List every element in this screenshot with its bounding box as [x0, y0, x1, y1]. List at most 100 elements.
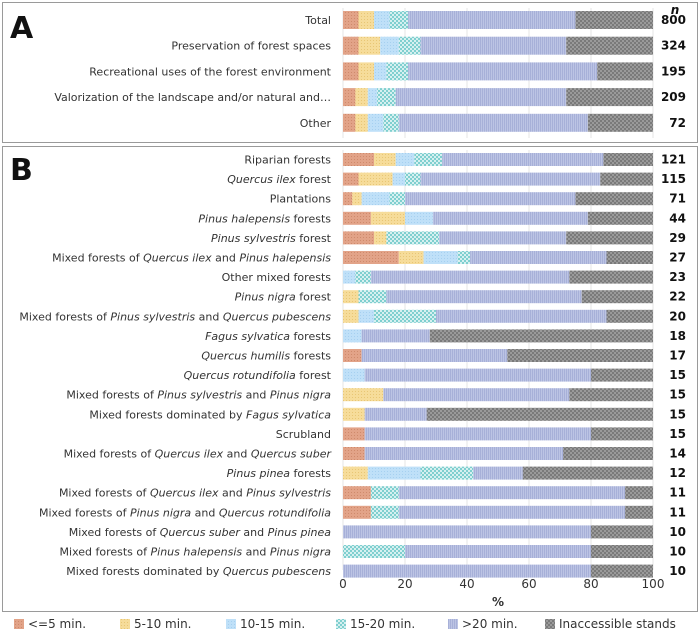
bar-a-2-lt5 — [343, 36, 359, 55]
bar-b-11-lt5 — [343, 349, 362, 362]
bar-a-4-m15_20 — [377, 88, 396, 107]
category-label-b-15: Scrubland — [276, 428, 331, 441]
legend-label-m10_15: 10-15 min. — [240, 617, 305, 631]
bar-b-3-inacc — [575, 192, 653, 206]
n-value-b-22: 10 — [669, 564, 686, 578]
bar-a-4-m10_15 — [367, 88, 378, 107]
bar-b-3-m15_20 — [389, 192, 405, 206]
bar-b-17-m5_10 — [343, 466, 368, 480]
panel-b-letter: B — [10, 153, 33, 188]
category-label-b-1: Riparian forests — [244, 154, 331, 167]
bar-b-13-inacc — [569, 388, 653, 402]
bar-a-1-inacc — [575, 11, 653, 29]
bar-a-2-gt20 — [420, 36, 567, 55]
n-value-b-2: 115 — [661, 172, 686, 186]
bar-a-1-m5_10 — [358, 11, 374, 29]
legend-swatch-lt5 — [14, 619, 24, 629]
bar-a-4-gt20 — [395, 88, 567, 107]
bar-b-2-gt20 — [420, 172, 601, 186]
bar-b-6-inacc — [606, 251, 653, 264]
bars — [343, 11, 653, 578]
bar-b-15-gt20 — [364, 427, 591, 441]
category-label-b-19: Mixed forests of Pinus nigra and Quercus… — [39, 506, 331, 519]
bar-a-5-gt20 — [398, 113, 588, 132]
category-label-b-21: Mixed forests of Pinus halepensis and Pi… — [60, 546, 332, 559]
n-value-b-4: 44 — [669, 211, 686, 225]
n-value-b-21: 10 — [669, 545, 686, 559]
category-label-b-13: Mixed forests of Pinus sylvestris and Pi… — [66, 389, 331, 402]
bar-b-14-inacc — [426, 407, 653, 421]
x-tick-label-20: 20 — [397, 577, 412, 591]
bar-b-4-m10_15 — [405, 211, 433, 225]
category-label-b-6: Mixed forests of Quercus ilex and Pinus … — [52, 252, 331, 265]
bar-b-5-lt5 — [343, 231, 374, 245]
legend-swatch-inacc — [545, 619, 555, 629]
n-value-b-9: 20 — [669, 309, 686, 323]
category-label-b-11: Quercus humilis forests — [201, 350, 331, 363]
bar-b-17-inacc — [522, 466, 653, 480]
bar-b-9-m15_20 — [374, 309, 436, 323]
category-label-b-8: Pinus nigra forest — [235, 291, 332, 304]
bar-b-6-m10_15 — [423, 251, 458, 264]
bar-b-2-m5_10 — [358, 172, 393, 186]
n-value-b-16: 14 — [669, 447, 686, 461]
bar-b-1-inacc — [603, 153, 653, 166]
bar-a-3-inacc — [597, 62, 653, 81]
category-label-a-3: Recreational uses of the forest environm… — [89, 65, 331, 78]
bar-b-5-m5_10 — [374, 231, 387, 245]
bar-b-21-gt20 — [405, 545, 591, 558]
bar-a-1-gt20 — [408, 11, 576, 29]
n-value-a-4: 209 — [661, 90, 686, 104]
bar-a-3-lt5 — [343, 62, 359, 81]
category-label-b-4: Pinus halepensis forests — [198, 212, 331, 225]
category-label-b-9: Mixed forests of Pinus sylvestris and Qu… — [19, 310, 331, 323]
bar-b-19-inacc — [625, 505, 653, 519]
category-label-a-2: Preservation of forest spaces — [171, 40, 331, 53]
bar-b-1-gt20 — [442, 153, 604, 166]
bar-b-1-lt5 — [343, 153, 374, 166]
bar-b-13-m5_10 — [343, 388, 384, 402]
bar-b-7-m10_15 — [343, 270, 356, 284]
bar-b-9-m5_10 — [343, 309, 359, 323]
bar-b-17-m10_15 — [367, 466, 421, 480]
category-label-b-12: Quercus rotundifolia forest — [184, 369, 332, 382]
n-header: n — [671, 3, 680, 17]
bar-b-1-m5_10 — [374, 153, 396, 166]
n-value-a-5: 72 — [669, 116, 686, 130]
bar-b-4-inacc — [587, 211, 653, 225]
legend-label-gt20: >20 min. — [462, 617, 518, 631]
legend-label-m15_20: 15-20 min. — [350, 617, 415, 631]
n-value-b-6: 27 — [669, 251, 686, 265]
bar-b-20-gt20 — [343, 525, 591, 539]
bar-b-2-m15_20 — [405, 172, 421, 186]
bar-b-16-lt5 — [343, 447, 365, 460]
bar-b-6-m15_20 — [457, 251, 471, 264]
category-label-b-14: Mixed forests dominated by Fagus sylvati… — [89, 408, 331, 421]
legend: <=5 min. 5-10 min. 10-15 min. 15-20 min. >20… — [14, 617, 676, 631]
legend-swatch-m5_10 — [120, 619, 130, 629]
n-value-b-3: 71 — [669, 192, 686, 206]
bar-b-3-m5_10 — [352, 192, 362, 206]
bar-b-10-m10_15 — [343, 329, 362, 343]
category-label-b-2: Quercus ilex forest — [227, 173, 331, 186]
bar-b-3-lt5 — [343, 192, 353, 206]
bar-b-7-gt20 — [370, 270, 570, 284]
category-label-a-5: Other — [300, 117, 332, 130]
n-value-b-20: 10 — [669, 525, 686, 539]
legend-swatch-gt20 — [448, 619, 458, 629]
bar-b-22-inacc — [591, 564, 653, 578]
bar-a-3-m5_10 — [358, 62, 374, 81]
bar-a-5-m10_15 — [367, 113, 384, 132]
bar-b-9-inacc — [606, 309, 653, 323]
bar-a-3-gt20 — [408, 62, 598, 81]
category-label-b-7: Other mixed forests — [222, 271, 332, 284]
bar-a-5-m5_10 — [355, 113, 368, 132]
n-value-b-14: 15 — [669, 407, 686, 421]
bar-b-14-gt20 — [364, 407, 427, 421]
x-axis: 0 20 40 60 80 100% — [339, 577, 664, 609]
bar-b-6-gt20 — [470, 251, 607, 264]
bar-a-2-m15_20 — [398, 36, 421, 55]
bar-b-18-lt5 — [343, 486, 371, 500]
bar-b-17-m15_20 — [420, 466, 474, 480]
category-labels: Total Preservation of forest spaces Recrea… — [19, 14, 332, 578]
